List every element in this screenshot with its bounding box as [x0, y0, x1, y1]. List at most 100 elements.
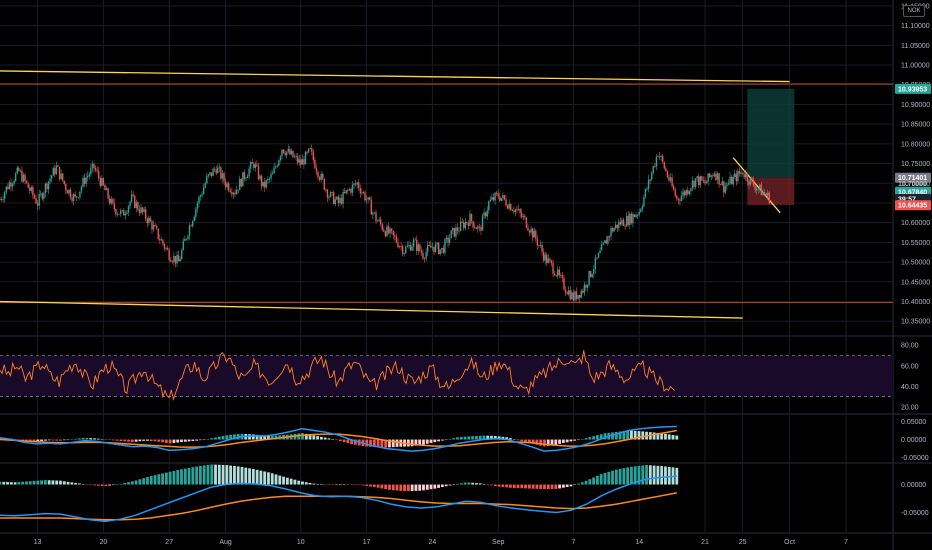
- macd-slow-histogram-bar: [130, 481, 134, 485]
- candle-body: [383, 229, 385, 232]
- macd-slow-histogram-bar: [561, 484, 565, 488]
- macd-fast-histogram-bar: [267, 435, 270, 440]
- candle-body: [223, 173, 225, 182]
- candle-body: [116, 213, 119, 215]
- candle-body: [527, 227, 529, 231]
- candle-body: [43, 193, 45, 199]
- candle-body: [282, 149, 285, 153]
- candle-body: [499, 196, 501, 201]
- rsi-panel[interactable]: [0, 350, 893, 401]
- macd-slow-histogram-bar: [361, 484, 365, 486]
- macd-slow-histogram-bar: [531, 484, 535, 489]
- macd-fast-histogram-bar: [410, 439, 414, 447]
- candle-body: [425, 251, 427, 259]
- time-tick-label: Aug: [219, 539, 232, 546]
- candle-body: [82, 177, 84, 187]
- macd-slow-histogram-bar: [6, 482, 9, 485]
- candle-body: [220, 167, 222, 179]
- candle-body: [157, 228, 159, 239]
- macd-fast-histogram-bar: [444, 439, 448, 441]
- macd-slow-histogram-bar: [308, 482, 312, 485]
- price-axis[interactable]: 10.35000 10.40000 10.45000 10.50000 10.55000…: [895, 3, 931, 517]
- macd-slow-histogram-bar: [388, 484, 391, 490]
- macd-slow-histogram-bar: [459, 483, 463, 485]
- candle-body: [625, 215, 628, 227]
- candle-body: [320, 173, 322, 180]
- candle-body: [149, 217, 152, 222]
- macd-slow-histogram-bar: [138, 479, 142, 485]
- macd-fast-histogram-bar: [543, 439, 546, 447]
- candle-body: [259, 175, 261, 180]
- candle-body: [367, 197, 369, 200]
- macd-fast-histogram-bar: [40, 439, 43, 442]
- macd-fast-histogram-bar: [0, 437, 2, 440]
- candle-body: [535, 230, 537, 239]
- time-axis[interactable]: 13 20 27 Aug 10 17 24 Sep 7 14 21 25 Oct 7: [34, 539, 848, 546]
- macd-fast-histogram-bar: [637, 431, 641, 440]
- macd-fast-histogram-bar: [221, 436, 225, 440]
- macd-slow-histogram-bar: [440, 484, 444, 488]
- candle-body: [270, 174, 272, 179]
- macd-slow-histogram-bar: [210, 464, 214, 485]
- candle-body: [315, 168, 318, 172]
- candle-body: [491, 197, 493, 200]
- candle-body: [649, 179, 651, 181]
- candle-body: [492, 197, 495, 201]
- macd-slow-histogram-bar: [509, 484, 512, 488]
- macd-fast-histogram-bar: [168, 439, 172, 444]
- candle-body: [459, 221, 462, 231]
- macd-slow-panel[interactable]: [0, 464, 679, 523]
- candle-body: [174, 256, 177, 264]
- macd-fast-histogram-bar: [422, 439, 425, 445]
- macd-fast-histogram-bar: [164, 439, 168, 444]
- candle-body: [224, 181, 227, 188]
- rsi-band: [0, 355, 893, 397]
- candle-body: [456, 227, 459, 232]
- candle-body: [763, 192, 766, 194]
- macd-slow-histogram-bar: [25, 481, 28, 485]
- candle-body: [600, 244, 603, 251]
- candle-body: [2, 198, 4, 200]
- candle-body: [610, 228, 612, 237]
- candle-body: [630, 213, 633, 224]
- candle-body: [660, 156, 662, 158]
- candle-body: [187, 235, 189, 239]
- candle-body: [298, 159, 300, 163]
- candle-body: [437, 242, 440, 255]
- candle-body: [693, 180, 695, 187]
- candle-body: [453, 228, 456, 237]
- macd-slow-histogram-bar: [482, 483, 486, 485]
- candle-body: [707, 173, 709, 182]
- price-tag-label: 10.67840: [898, 189, 927, 196]
- macd-slow-histogram-bar: [21, 481, 25, 485]
- candle-body: [292, 150, 294, 158]
- macd-slow-histogram-bar: [93, 484, 96, 486]
- candle-body: [202, 187, 205, 195]
- macd-slow-histogram-bar: [550, 484, 554, 490]
- candle-body: [268, 178, 271, 180]
- macd-fast-histogram-bar: [134, 439, 138, 442]
- candle-body: [212, 168, 214, 176]
- price-tick-label: 10.50000: [901, 260, 930, 267]
- macd-slow-histogram-bar: [278, 475, 282, 485]
- macd-fast-histogram-bar: [429, 439, 433, 443]
- candle-body: [165, 248, 167, 249]
- candle-body: [657, 155, 659, 157]
- trendline: [732, 157, 781, 214]
- macd-fast-histogram-bar: [43, 439, 47, 441]
- currency-badge[interactable]: NOK: [903, 5, 925, 17]
- macd-fast-panel[interactable]: [0, 425, 679, 452]
- candle-body: [503, 195, 506, 200]
- price-tag: [895, 172, 931, 183]
- macd-slow-histogram-bar: [335, 484, 338, 486]
- price-panel[interactable]: [0, 70, 893, 319]
- macd-slow-histogram-bar: [221, 464, 225, 485]
- macd-slow-histogram-bar: [2, 481, 6, 485]
- candle-body: [674, 189, 676, 196]
- candle-body: [694, 178, 697, 187]
- candle-body: [260, 175, 263, 187]
- macd-fast-histogram-bar: [127, 439, 130, 442]
- candle-body: [301, 159, 304, 165]
- candle-body: [160, 239, 163, 241]
